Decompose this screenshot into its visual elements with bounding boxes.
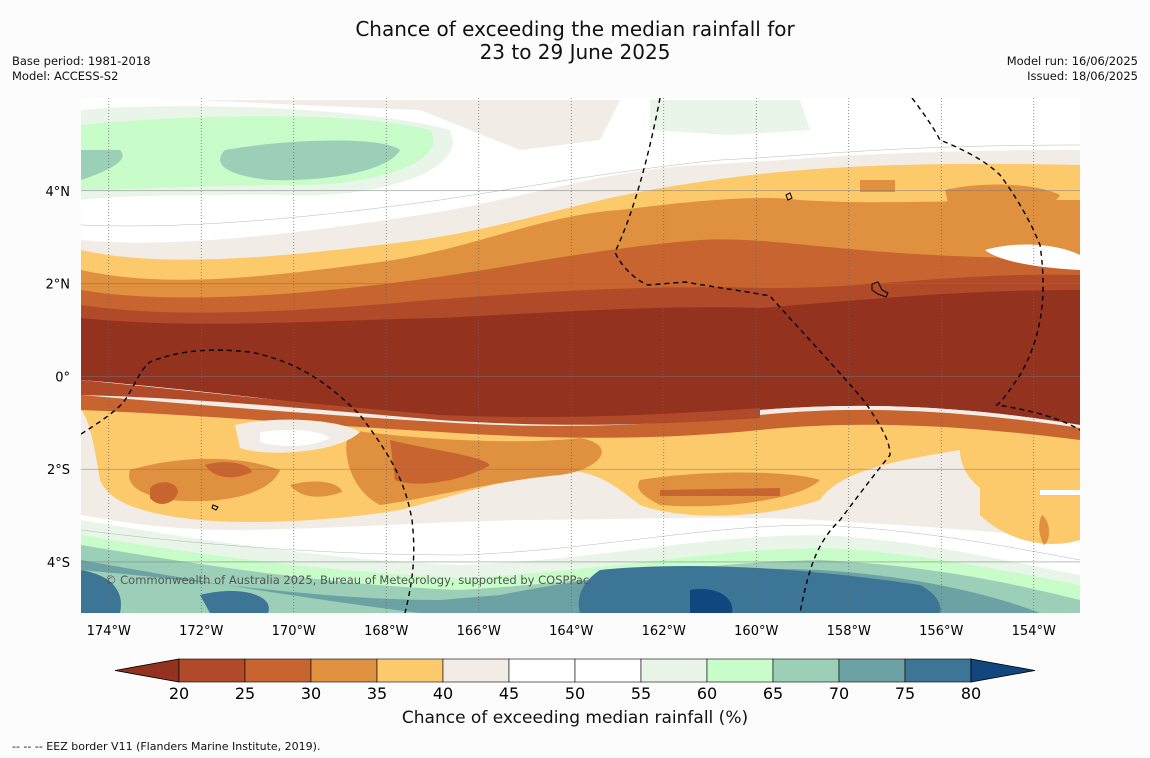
colorbar-extend-high xyxy=(970,658,1036,683)
colorbar-bin xyxy=(640,658,708,683)
colorbar-tick-label: 80 xyxy=(961,684,981,700)
map-title: Chance of exceeding the median rainfall … xyxy=(0,18,1150,64)
colorbar-tick-label: 40 xyxy=(433,684,453,700)
longitude-label: 172°W xyxy=(179,624,223,639)
colorbar: 20 25 30 35 40 45 50 55 60 65 70 75 80 xyxy=(114,658,1036,700)
colorbar-tick-label: 55 xyxy=(631,684,651,700)
rainfall-field xyxy=(81,98,1080,613)
eez-legend-text: -- -- -- EEZ border V11 (Flanders Marine… xyxy=(12,740,321,753)
graticule xyxy=(81,98,1080,613)
colorbar-tick-label: 50 xyxy=(565,684,585,700)
colorbar-label: Chance of exceeding median rainfall (%) xyxy=(401,708,749,728)
longitude-label: 170°W xyxy=(272,624,316,639)
title-line-1: Chance of exceeding the median rainfall … xyxy=(355,17,795,41)
colorbar-tick-label: 75 xyxy=(895,684,915,700)
colorbar-bin xyxy=(838,658,906,683)
longitude-label: 166°W xyxy=(457,624,501,639)
latitude-label: 2°N xyxy=(46,278,71,293)
longitude-label: 160°W xyxy=(734,624,778,639)
meta-left: Base period: 1981-2018 Model: ACCESS-S2 xyxy=(12,54,151,84)
colorbar-bin xyxy=(442,658,510,683)
meta-right: Model run: 16/06/2025 Issued: 18/06/2025 xyxy=(1007,54,1138,84)
islands xyxy=(211,192,889,511)
longitude-label: 156°W xyxy=(919,624,963,639)
title-line-2: 23 to 29 June 2025 xyxy=(479,40,671,64)
map-figure: © Commonwealth of Australia 2025, Bureau… xyxy=(46,98,1080,700)
colorbar-bin xyxy=(904,658,972,683)
colorbar-tick-label: 35 xyxy=(367,684,387,700)
colorbar-bin xyxy=(376,658,444,683)
eez-border xyxy=(81,98,1080,613)
longitude-label: 174°W xyxy=(87,624,131,639)
colorbar-tick-label: 70 xyxy=(829,684,849,700)
colorbar-tick-label: 65 xyxy=(763,684,783,700)
colorbar-bin xyxy=(508,658,576,683)
latitude-labels: 4°N 2°N 0° 2°S 4°S xyxy=(46,185,71,571)
base-period-text: Base period: 1981-2018 xyxy=(12,54,151,68)
longitude-label: 168°W xyxy=(364,624,408,639)
colorbar-tick-label: 60 xyxy=(697,684,717,700)
longitude-labels: 174°W 172°W 170°W 168°W 166°W 164°W 162°W 160°W… xyxy=(87,624,1056,639)
latitude-label: 4°N xyxy=(46,185,71,200)
colorbar-bin xyxy=(244,658,312,683)
colorbar-bin xyxy=(772,658,840,683)
colorbar-tick-label: 25 xyxy=(235,684,255,700)
colorbar-tick-label: 20 xyxy=(169,684,189,700)
longitude-label: 158°W xyxy=(827,624,871,639)
latitude-label: 0° xyxy=(55,370,70,385)
colorbar-bin xyxy=(310,658,378,683)
latitude-label: 4°S xyxy=(47,556,70,571)
colorbar-bin xyxy=(706,658,774,683)
model-run-text: Model run: 16/06/2025 xyxy=(1006,54,1138,68)
longitude-label: 154°W xyxy=(1012,624,1056,639)
colorbar-tick-label: 45 xyxy=(499,684,519,700)
colorbar-extend-low xyxy=(114,658,180,683)
model-text: Model: ACCESS-S2 xyxy=(12,69,119,83)
copyright-text: © Commonwealth of Australia 2025, Bureau… xyxy=(105,573,589,587)
longitude-label: 164°W xyxy=(549,624,593,639)
colorbar-bin xyxy=(574,658,642,683)
latitude-label: 2°S xyxy=(47,463,70,478)
issued-text: Issued: 18/06/2025 xyxy=(1027,69,1138,83)
longitude-label: 162°W xyxy=(642,624,686,639)
colorbar-tick-label: 30 xyxy=(301,684,321,700)
colorbar-bin xyxy=(178,658,246,683)
